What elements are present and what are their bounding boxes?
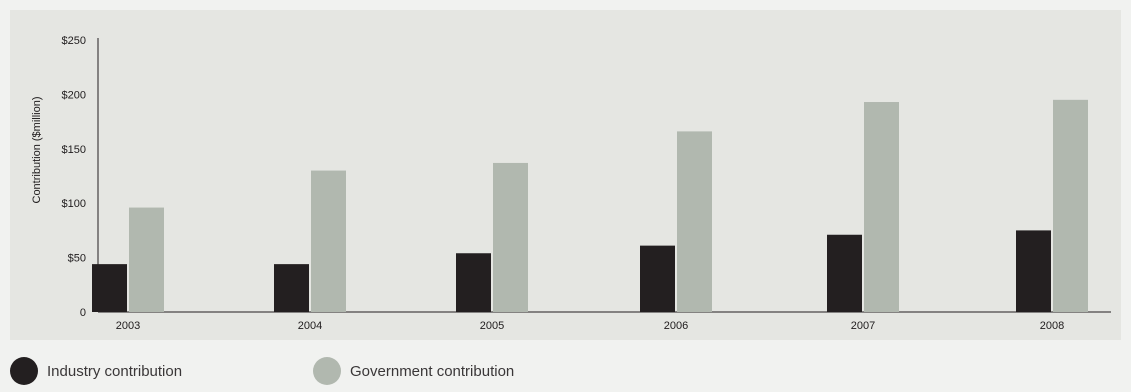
legend: Industry contribution Government contrib… bbox=[10, 355, 1121, 387]
bar-government-2008 bbox=[1053, 99, 1088, 312]
y-axis-title: Contribution ($million) bbox=[31, 97, 43, 204]
x-tick-label: 2004 bbox=[298, 320, 322, 332]
y-tick-label: $50 bbox=[68, 253, 86, 265]
plot-panel: 0 $50 $100 $150 $200 $250 2003 2004 2005 2006 2007… bbox=[10, 10, 1121, 340]
y-tick-label: $200 bbox=[62, 89, 86, 101]
legend-label-government: Government contribution bbox=[350, 362, 515, 380]
bar-industry-2008 bbox=[1016, 230, 1051, 312]
legend-label-industry: Industry contribution bbox=[47, 362, 183, 380]
x-tick-label: 2007 bbox=[851, 320, 875, 332]
bar-chart: 0 $50 $100 $150 $200 $250 2003 2004 2005 2006 2007… bbox=[31, 35, 1111, 332]
legend-swatch-industry bbox=[10, 357, 38, 385]
bar-industry-2005 bbox=[456, 253, 491, 312]
x-tick-label: 2005 bbox=[480, 320, 504, 332]
bar-government-2007 bbox=[864, 102, 899, 313]
bar-industry-2007 bbox=[827, 234, 862, 312]
x-tick-label: 2006 bbox=[664, 320, 688, 332]
y-tick-label: $150 bbox=[62, 144, 86, 156]
bar-industry-2004 bbox=[274, 264, 309, 312]
tick-labels: 0 $50 $100 $150 $200 $250 2003 2004 2005 2006 2007… bbox=[62, 35, 1065, 332]
legend-item-industry: Industry contribution bbox=[10, 355, 182, 387]
bars bbox=[92, 99, 1088, 313]
y-tick-label: 0 bbox=[80, 307, 86, 319]
bar-government-2004 bbox=[311, 170, 346, 312]
axes bbox=[97, 38, 1111, 313]
y-tick-label: $100 bbox=[62, 198, 86, 210]
bar-government-2003 bbox=[129, 207, 164, 312]
y-tick-label: $250 bbox=[62, 35, 86, 47]
legend-item-government: Government contribution bbox=[313, 355, 514, 387]
bar-industry-2003 bbox=[92, 264, 127, 312]
x-tick-label: 2003 bbox=[116, 320, 140, 332]
bar-government-2006 bbox=[677, 131, 712, 312]
legend-swatch-government bbox=[313, 357, 341, 385]
bar-industry-2006 bbox=[640, 245, 675, 312]
x-tick-label: 2008 bbox=[1040, 320, 1064, 332]
bar-government-2005 bbox=[493, 162, 528, 312]
